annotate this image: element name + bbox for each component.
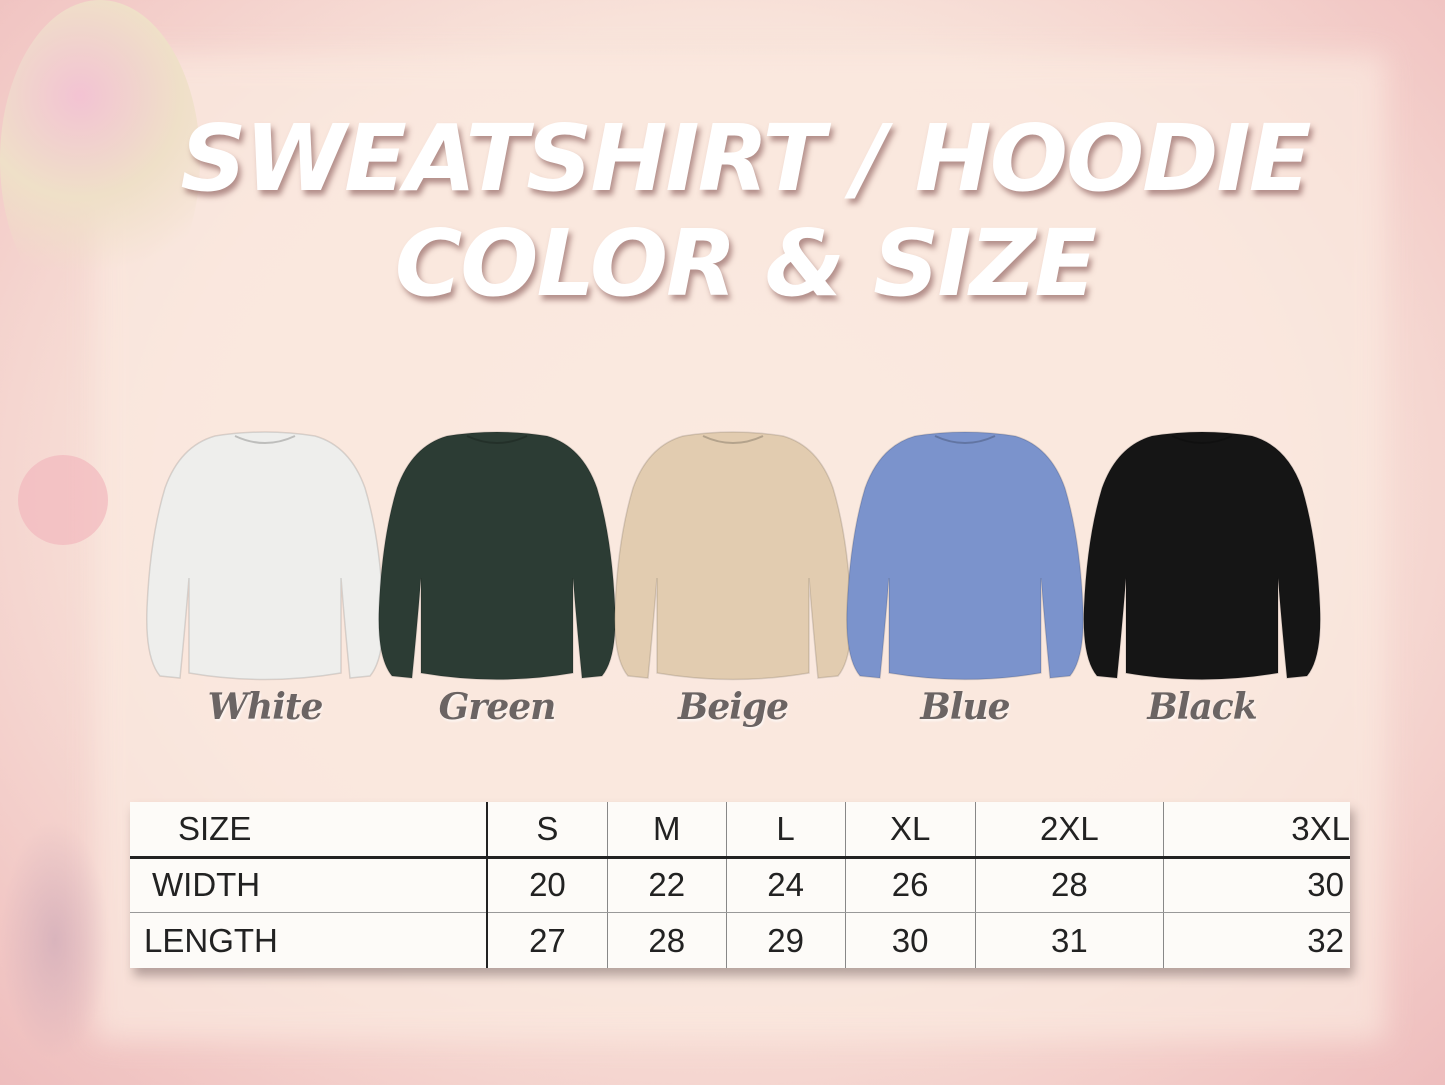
table-row: WIDTH 20 22 24 26 28 30: [130, 857, 1350, 914]
cell: 20: [485, 857, 608, 914]
row-label: LENGTH: [144, 921, 278, 959]
cell: 29: [725, 912, 845, 968]
cell: 22: [606, 857, 727, 914]
header-cell: 2XL: [974, 802, 1164, 859]
cell: 30: [1162, 857, 1350, 914]
sweatshirt-blue: [845, 428, 1085, 690]
cell: 24: [725, 857, 845, 914]
cell: 30: [844, 912, 976, 968]
size-table: SIZE S M L XL 2XL 3XL WIDTH 20 22 24 26 …: [130, 802, 1350, 968]
header-cell: SIZE: [130, 802, 487, 859]
color-label: Blue: [920, 686, 1010, 728]
header-cell: M: [606, 802, 727, 859]
color-label: Beige: [677, 686, 789, 728]
flower-decoration: [0, 0, 200, 320]
color-label: White: [207, 686, 324, 728]
table-row: LENGTH 27 28 29 30 31 32: [130, 912, 1350, 968]
cell: 28: [606, 912, 727, 968]
color-label: Green: [438, 686, 557, 728]
header-cell: XL: [844, 802, 976, 859]
cell: 28: [974, 857, 1164, 914]
title-line-2: COLOR & SIZE: [394, 210, 1097, 317]
row-label: WIDTH: [130, 857, 487, 914]
sweatshirt-green: [377, 428, 617, 690]
color-label: Black: [1147, 686, 1257, 728]
cell: 31: [974, 912, 1164, 968]
header-cell: 3XL: [1162, 802, 1350, 859]
cell: 26: [844, 857, 976, 914]
button-decoration: [18, 455, 108, 545]
table-header-row: SIZE S M L XL 2XL 3XL: [130, 802, 1350, 859]
leaf-decoration: [0, 820, 110, 1060]
sweatshirt-beige: [613, 428, 853, 690]
sweatshirt-black: [1082, 428, 1322, 690]
cell: 27: [485, 912, 608, 968]
header-cell: S: [485, 802, 608, 859]
title-line-1: SWEATSHIRT / HOODIE: [180, 105, 1311, 212]
cell: 32: [1162, 912, 1350, 968]
sweatshirt-white: [145, 428, 385, 690]
header-cell: L: [725, 802, 845, 859]
